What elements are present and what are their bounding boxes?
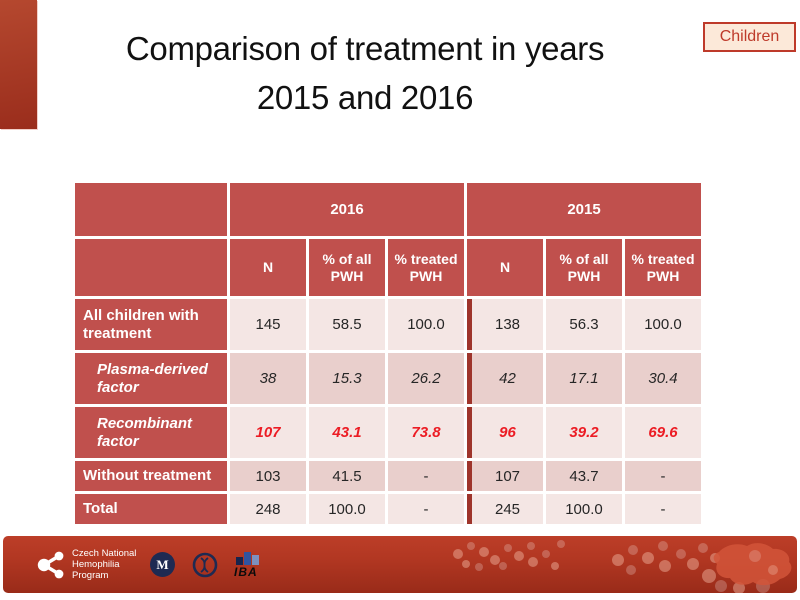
data-cell: 69.6	[625, 407, 701, 458]
slide-title: Comparison of treatment in years 2015 an…	[50, 24, 680, 122]
program-name: Czech National Hemophilia Program	[72, 547, 137, 582]
data-cell: 43.7	[546, 461, 622, 491]
corner-cell	[75, 239, 227, 296]
data-cell: -	[625, 494, 701, 524]
data-cell: 30.4	[625, 353, 701, 404]
data-cell: 248	[230, 494, 306, 524]
data-cell: -	[625, 461, 701, 491]
row-label: Plasma-derived factor	[75, 353, 227, 404]
data-cell: 107	[230, 407, 306, 458]
col-header: N	[467, 239, 543, 296]
year-header-2016: 2016	[230, 183, 464, 236]
slide-title-line1: Comparison of treatment in years	[125, 30, 605, 67]
data-cell: 38	[230, 353, 306, 404]
corner-cell	[75, 183, 227, 236]
data-cell: 100.0	[546, 494, 622, 524]
children-badge: Children	[703, 22, 796, 52]
data-cell: -	[388, 494, 464, 524]
molecule-logo-icon	[37, 551, 64, 578]
iba-bars-icon	[236, 551, 259, 565]
row-label: Recombinant factor	[75, 407, 227, 458]
data-cell: 245	[467, 494, 543, 524]
slide-accent-bar	[0, 0, 37, 129]
table-body: All children with treatment 145 58.5 100.0 1…	[75, 299, 701, 524]
data-cell: 107	[467, 461, 543, 491]
data-cell: 43.1	[309, 407, 385, 458]
data-cell: 56.3	[546, 299, 622, 350]
data-cell: 100.0	[309, 494, 385, 524]
university-seal-icon: M	[150, 552, 175, 577]
row-label: All children with treatment	[75, 299, 227, 350]
data-cell: 41.5	[309, 461, 385, 491]
row-label: Without treatment	[75, 461, 227, 491]
data-cell: 39.2	[546, 407, 622, 458]
footer-bar: Czech National Hemophilia Program M IBA	[3, 536, 797, 593]
data-cell: 145	[230, 299, 306, 350]
data-cell: 100.0	[388, 299, 464, 350]
data-cell: 26.2	[388, 353, 464, 404]
data-cell: -	[388, 461, 464, 491]
table-row: Plasma-derived factor 38 15.3 26.2 42 17.1 30.…	[75, 353, 701, 404]
row-label: Total	[75, 494, 227, 524]
col-header: % treated PWH	[388, 239, 464, 296]
data-cell: 96	[467, 407, 543, 458]
data-cell: 15.3	[309, 353, 385, 404]
comparison-table-container: 2016 2015 N % of all PWH % treated PWH N…	[72, 180, 704, 527]
col-header: N	[230, 239, 306, 296]
data-cell: 58.5	[309, 299, 385, 350]
data-cell: 73.8	[388, 407, 464, 458]
table-row: Total 248 100.0-245 100.0-	[75, 494, 701, 524]
footer-content: Czech National Hemophilia Program M IBA	[3, 536, 797, 593]
data-cell: 17.1	[546, 353, 622, 404]
iba-label: IBA	[234, 564, 258, 579]
dna-seal-icon	[192, 552, 218, 577]
table-row: Without treatment 103 41.5-107 43.7-	[75, 461, 701, 491]
year-header-2015: 2015	[467, 183, 701, 236]
data-cell: 42	[467, 353, 543, 404]
table-row: All children with treatment 145 58.5 100.0 1…	[75, 299, 701, 350]
col-header: % of all PWH	[309, 239, 385, 296]
slide-title-line2: 2015 and 2016	[256, 79, 474, 116]
iba-logo: IBA	[234, 551, 259, 579]
data-cell: 100.0	[625, 299, 701, 350]
data-cell: 103	[230, 461, 306, 491]
table-row: Recombinant factor 107 43.1 73.8 96 39.2 69.6	[75, 407, 701, 458]
col-header: % treated PWH	[625, 239, 701, 296]
data-cell: 138	[467, 299, 543, 350]
col-header: % of all PWH	[546, 239, 622, 296]
comparison-table: 2016 2015 N % of all PWH % treated PWH N…	[72, 180, 704, 527]
